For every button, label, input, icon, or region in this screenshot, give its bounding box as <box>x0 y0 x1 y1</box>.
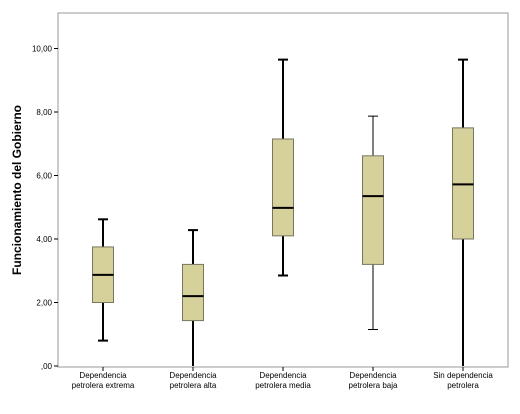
box-4 <box>362 115 384 330</box>
x-category-label-line: Dependencia <box>259 371 307 380</box>
y-tick-label: 8,00 <box>36 108 52 117</box>
x-category-label-line: petrolera <box>447 381 479 390</box>
y-tick-label: ,00 <box>41 362 53 371</box>
x-category-label: Dependencia petrolera alta <box>169 371 217 390</box>
boxes-group <box>92 58 474 366</box>
x-category-label-line: petrolera extrema <box>72 381 135 390</box>
box-3 <box>272 58 294 277</box>
y-axis: ,00 2,00 4,00 6,00 8,00 10,00 <box>32 45 58 371</box>
x-category-label: Dependencia petrolera media <box>255 371 311 390</box>
x-category-label: Dependencia petrolera extrema <box>72 371 135 390</box>
x-category-label: Dependencia petrolera baja <box>349 371 398 390</box>
y-axis-label: Funcionamiento del Gobierno <box>10 105 24 275</box>
x-category-label-line: petrolera baja <box>349 381 398 390</box>
x-category-label-line: petrolera media <box>255 381 311 390</box>
x-category-label-line: Dependencia <box>349 371 397 380</box>
box-iqr <box>182 263 204 322</box>
box-iqr <box>272 138 294 237</box>
box-2 <box>182 229 204 366</box>
y-tick-label: 4,00 <box>36 235 52 244</box>
box-1 <box>92 218 114 342</box>
box-5 <box>452 58 474 366</box>
y-tick-label: 10,00 <box>32 45 53 54</box>
x-category-label-line: Dependencia <box>79 371 127 380</box>
x-category-label-line: Sin dependencia <box>433 371 493 380</box>
box-iqr <box>362 155 384 265</box>
x-category-label-line: Dependencia <box>169 371 217 380</box>
x-category-label: Sin dependencia petrolera <box>433 371 493 390</box>
y-tick-label: 2,00 <box>36 299 52 308</box>
x-category-label-line: petrolera alta <box>170 381 217 390</box>
y-tick-label: 6,00 <box>36 172 52 181</box>
